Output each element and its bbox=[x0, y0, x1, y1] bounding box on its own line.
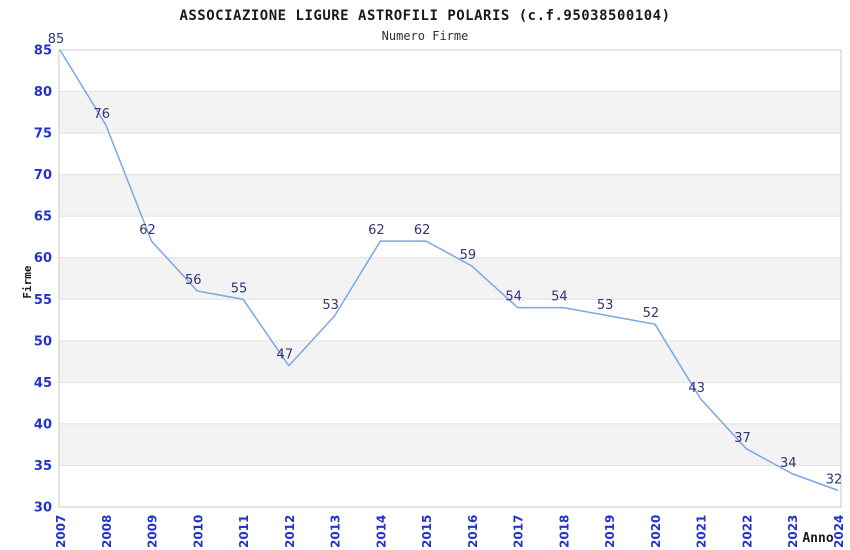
point-label: 54 bbox=[505, 290, 522, 305]
point-label: 53 bbox=[597, 298, 614, 313]
x-tick-label: 2009 bbox=[146, 515, 160, 548]
point-label: 59 bbox=[460, 248, 477, 263]
point-label: 47 bbox=[277, 348, 294, 363]
point-label: 54 bbox=[551, 290, 568, 305]
x-tick-label: 2018 bbox=[557, 515, 571, 548]
x-tick-label: 2021 bbox=[695, 515, 709, 548]
grid-band bbox=[59, 174, 841, 217]
series-line bbox=[59, 49, 839, 492]
x-tick-label: 2012 bbox=[283, 515, 297, 548]
point-label: 85 bbox=[48, 32, 65, 47]
point-label: 34 bbox=[780, 456, 797, 471]
x-tick-label: 2024 bbox=[832, 515, 846, 548]
plot-border bbox=[58, 49, 842, 508]
x-tick-label: 2011 bbox=[237, 515, 251, 548]
point-label: 62 bbox=[368, 223, 385, 238]
x-tick-label: 2008 bbox=[100, 515, 114, 548]
point-label: 53 bbox=[322, 298, 339, 313]
y-tick-label: 70 bbox=[34, 168, 52, 183]
x-tick-label: 2022 bbox=[740, 515, 754, 548]
y-tick-label: 80 bbox=[34, 85, 52, 100]
y-tick-label: 55 bbox=[34, 293, 52, 308]
x-tick-label: 2010 bbox=[191, 515, 205, 548]
y-tick-label: 60 bbox=[34, 251, 52, 266]
y-tick-label: 40 bbox=[34, 417, 52, 432]
grid-band bbox=[59, 91, 841, 134]
x-tick-label: 2016 bbox=[466, 515, 480, 548]
point-label: 56 bbox=[185, 273, 202, 288]
y-tick-label: 75 bbox=[34, 127, 52, 142]
x-axis-label: Anno bbox=[802, 531, 833, 546]
plot-dynamic-layer: 30 35 40 45 50 55 60 65 70 75 80 85 2007 2008 2009 2010… bbox=[34, 32, 846, 548]
x-tick-label: 2019 bbox=[603, 515, 617, 548]
point-label: 52 bbox=[643, 306, 660, 321]
chart-title: ASSOCIAZIONE LIGURE ASTROFILI POLARIS (c… bbox=[179, 8, 670, 24]
point-label: 76 bbox=[93, 107, 110, 122]
y-axis-label: Firme bbox=[21, 265, 34, 298]
y-tick-label: 85 bbox=[34, 44, 52, 59]
x-tick-label: 2014 bbox=[374, 515, 388, 548]
grid-band bbox=[59, 423, 841, 466]
grid-band bbox=[59, 340, 841, 383]
y-tick-label: 50 bbox=[34, 334, 52, 349]
y-tick-label: 30 bbox=[34, 501, 52, 516]
point-label: 55 bbox=[231, 281, 248, 296]
y-tick-label: 45 bbox=[34, 376, 52, 391]
point-label: 37 bbox=[734, 431, 751, 446]
y-tick-label: 35 bbox=[34, 459, 52, 474]
x-tick-label: 2013 bbox=[329, 515, 343, 548]
x-tick-label: 2017 bbox=[512, 515, 526, 548]
grid-band bbox=[59, 257, 841, 300]
point-label: 62 bbox=[414, 223, 431, 238]
chart-subtitle: Numero Firme bbox=[382, 29, 469, 43]
x-tick-label: 2007 bbox=[54, 515, 68, 548]
point-label: 43 bbox=[688, 381, 705, 396]
x-tick-label: 2015 bbox=[420, 515, 434, 548]
x-tick-label: 2023 bbox=[786, 515, 800, 548]
y-tick-label: 65 bbox=[34, 210, 52, 225]
x-tick-label: 2020 bbox=[649, 515, 663, 548]
point-label: 32 bbox=[826, 472, 843, 487]
point-label: 62 bbox=[139, 223, 156, 238]
